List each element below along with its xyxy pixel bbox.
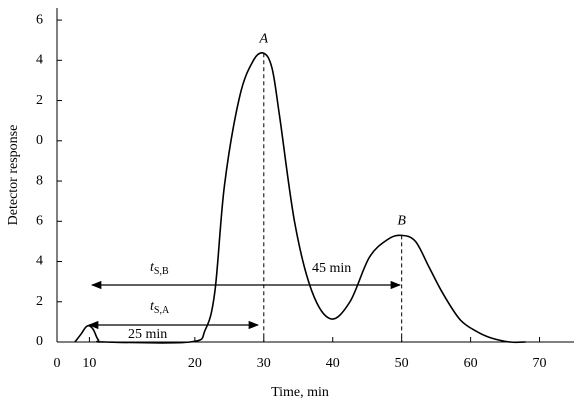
x-tick-label: 70 xyxy=(533,356,547,371)
x-tick-label: 30 xyxy=(257,356,271,371)
symbol: t xyxy=(150,299,155,314)
chromatogram-line xyxy=(74,51,526,344)
annotation-duration: 45 min xyxy=(312,261,351,276)
y-tick-label: 2 xyxy=(36,93,43,108)
y-tick-label: 0 xyxy=(36,133,43,148)
y-tick-label: 8 xyxy=(36,173,43,188)
y-tick-label: 0 xyxy=(36,334,43,349)
x-tick-label: 40 xyxy=(326,356,340,371)
subscript: S,B xyxy=(154,266,169,277)
y-tick-label: 4 xyxy=(36,53,43,68)
annotation-symbol: tS,A xyxy=(150,299,170,316)
y-tick-label: 2 xyxy=(36,294,43,309)
peak-label: B xyxy=(397,214,406,229)
x-tick-label: 0 xyxy=(54,356,61,371)
y-axis-label: Detector response xyxy=(6,125,21,226)
symbol: t xyxy=(150,260,155,275)
x-tick-label: 60 xyxy=(464,356,478,371)
y-tick-label: 6 xyxy=(36,213,43,228)
annotation-symbol: tS,B xyxy=(150,260,169,277)
y-tick-label: 6 xyxy=(36,12,43,27)
x-tick-label: 50 xyxy=(395,356,409,371)
x-axis-label: Time, min xyxy=(271,385,329,400)
x-tick-label: 20 xyxy=(188,356,202,371)
annotation-duration: 25 min xyxy=(128,327,167,342)
peak-label: A xyxy=(259,31,269,46)
x-tick-label: 10 xyxy=(82,356,96,371)
y-tick-label: 4 xyxy=(36,254,43,269)
subscript: S,A xyxy=(154,305,170,316)
